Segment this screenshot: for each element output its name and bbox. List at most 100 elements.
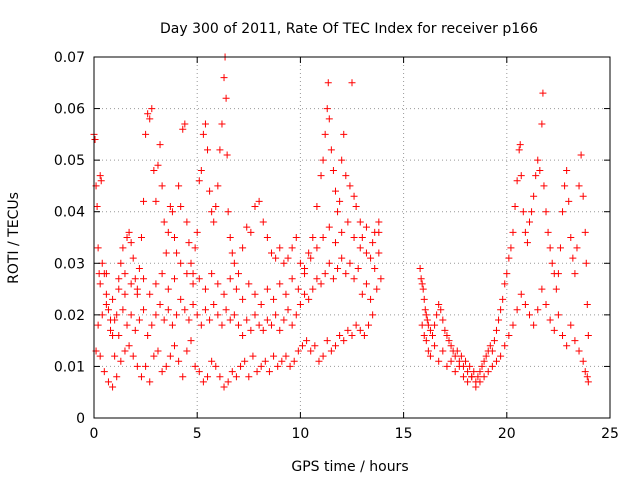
- data-point: [422, 337, 430, 345]
- data-point: [319, 156, 327, 164]
- data-point: [234, 270, 242, 278]
- y-tick-label: 0.01: [54, 359, 85, 375]
- data-point: [499, 295, 507, 303]
- data-point: [247, 326, 255, 334]
- data-point: [579, 192, 587, 200]
- data-point: [466, 362, 474, 370]
- data-point: [197, 321, 205, 329]
- y-tick-label: 0.04: [54, 205, 85, 221]
- data-point: [579, 357, 587, 365]
- data-point: [152, 197, 160, 205]
- data-point: [509, 321, 517, 329]
- x-tick-label: 15: [395, 426, 413, 442]
- data-point: [319, 352, 327, 360]
- data-point: [261, 357, 269, 365]
- data-point: [127, 280, 135, 288]
- data-point: [338, 254, 346, 262]
- data-point: [584, 378, 592, 386]
- data-point: [226, 316, 234, 324]
- data-point: [584, 331, 592, 339]
- data-point: [129, 352, 137, 360]
- data-point: [115, 285, 123, 293]
- data-point: [360, 331, 368, 339]
- data-point: [315, 357, 323, 365]
- data-point: [257, 301, 265, 309]
- data-point: [177, 203, 185, 211]
- data-point: [321, 270, 329, 278]
- data-point: [162, 249, 170, 257]
- data-point: [309, 285, 317, 293]
- data-point: [507, 244, 515, 252]
- data-point: [135, 264, 143, 272]
- data-point: [121, 290, 129, 298]
- data-point: [164, 306, 172, 314]
- data-point: [243, 316, 251, 324]
- data-point: [538, 285, 546, 293]
- data-point: [259, 326, 267, 334]
- data-point: [91, 136, 99, 144]
- data-point: [356, 244, 364, 252]
- data-point: [362, 223, 370, 231]
- data-point: [201, 306, 209, 314]
- data-point: [152, 311, 160, 319]
- data-point: [127, 239, 135, 247]
- data-point: [367, 254, 375, 262]
- data-point: [348, 79, 356, 87]
- y-axis-label: ROTI / TECUs: [6, 192, 22, 284]
- data-point: [195, 177, 203, 185]
- data-point: [301, 290, 309, 298]
- data-point: [348, 331, 356, 339]
- data-point: [377, 275, 385, 283]
- data-point: [146, 115, 154, 123]
- data-point: [133, 285, 141, 293]
- grid: [94, 57, 610, 418]
- data-point: [356, 218, 364, 226]
- data-point: [418, 280, 426, 288]
- data-point: [375, 249, 383, 257]
- data-point: [282, 290, 290, 298]
- data-point: [102, 270, 110, 278]
- data-point: [423, 316, 431, 324]
- data-point: [575, 182, 583, 190]
- data-point: [160, 316, 168, 324]
- data-point: [135, 316, 143, 324]
- data-point: [144, 331, 152, 339]
- data-point: [189, 270, 197, 278]
- data-point: [152, 280, 160, 288]
- data-point: [517, 290, 525, 298]
- x-tick-label: 0: [90, 426, 99, 442]
- data-point: [206, 316, 214, 324]
- data-point: [288, 275, 296, 283]
- data-point: [230, 311, 238, 319]
- data-point: [470, 368, 478, 376]
- data-point: [272, 311, 280, 319]
- data-point: [193, 228, 201, 236]
- data-point: [313, 244, 321, 252]
- data-point: [288, 321, 296, 329]
- data-point: [571, 270, 579, 278]
- data-point: [331, 342, 339, 350]
- data-point: [204, 146, 212, 154]
- data-point: [369, 311, 377, 319]
- data-point: [232, 285, 240, 293]
- data-point: [501, 342, 509, 350]
- data-point: [441, 326, 449, 334]
- data-point: [102, 290, 110, 298]
- data-point: [344, 326, 352, 334]
- data-point: [451, 368, 459, 376]
- data-point: [170, 275, 178, 283]
- data-point: [127, 311, 135, 319]
- data-point: [476, 378, 484, 386]
- data-point: [523, 239, 531, 247]
- data-point: [540, 182, 548, 190]
- data-point: [428, 331, 436, 339]
- data-point: [284, 306, 292, 314]
- data-point: [569, 254, 577, 262]
- data-point: [464, 368, 472, 376]
- data-point: [241, 357, 249, 365]
- data-point: [556, 244, 564, 252]
- data-point: [131, 275, 139, 283]
- data-point: [175, 357, 183, 365]
- data-point: [179, 373, 187, 381]
- data-point: [199, 378, 207, 386]
